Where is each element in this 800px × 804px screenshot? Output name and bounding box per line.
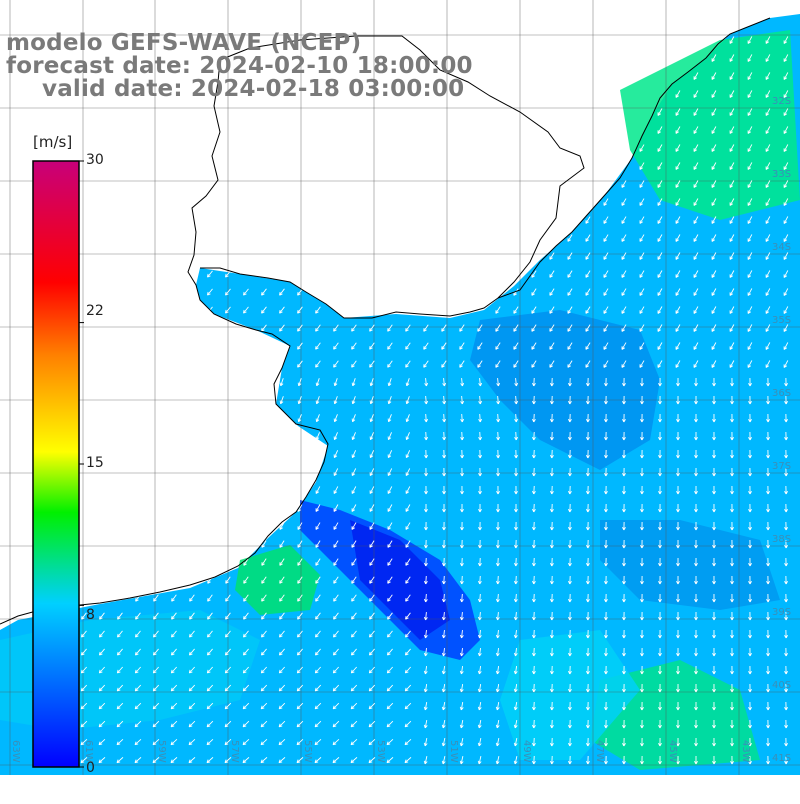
wind-speed-field — [0, 14, 800, 775]
latitude-label: 32S — [772, 96, 791, 107]
longitude-label: 63W — [10, 740, 21, 763]
colorbar-tick-label: 30 — [86, 152, 104, 168]
forecast-date: forecast date: 2024-02-10 18:00:00 — [6, 55, 473, 78]
colorbar — [33, 161, 79, 767]
colorbar-tick-label: 22 — [86, 303, 104, 319]
colorbar-tick-label: 15 — [86, 455, 104, 471]
longitude-label: 47W — [594, 740, 605, 763]
latitude-label: 40S — [772, 680, 791, 691]
longitude-label: 59W — [156, 740, 167, 763]
latitude-label: 37S — [772, 461, 791, 472]
longitude-label: 53W — [375, 740, 386, 763]
latitude-label: 33S — [772, 169, 791, 180]
longitude-label: 49W — [521, 740, 532, 763]
longitude-label: 51W — [448, 740, 459, 763]
model-title: modelo GEFS-WAVE (NCEP) — [6, 32, 361, 55]
longitude-label: 45W — [667, 740, 678, 763]
valid-date: valid date: 2024-02-18 03:00:00 — [42, 78, 464, 101]
latitude-label: 35S — [772, 315, 791, 326]
colorbar-tick-label: 8 — [86, 607, 95, 623]
longitude-label: 43W — [740, 740, 751, 763]
longitude-label: 57W — [229, 740, 240, 763]
colorbar-tick-label: 0 — [86, 760, 95, 776]
latitude-label: 36S — [772, 388, 791, 399]
latitude-label: 34S — [772, 242, 791, 253]
latitude-label: 39S — [772, 607, 791, 618]
latitude-label: 38S — [772, 534, 791, 545]
latitude-label: 41S — [772, 753, 791, 764]
longitude-label: 55W — [302, 740, 313, 763]
colorbar-unit: [m/s] — [33, 133, 72, 151]
